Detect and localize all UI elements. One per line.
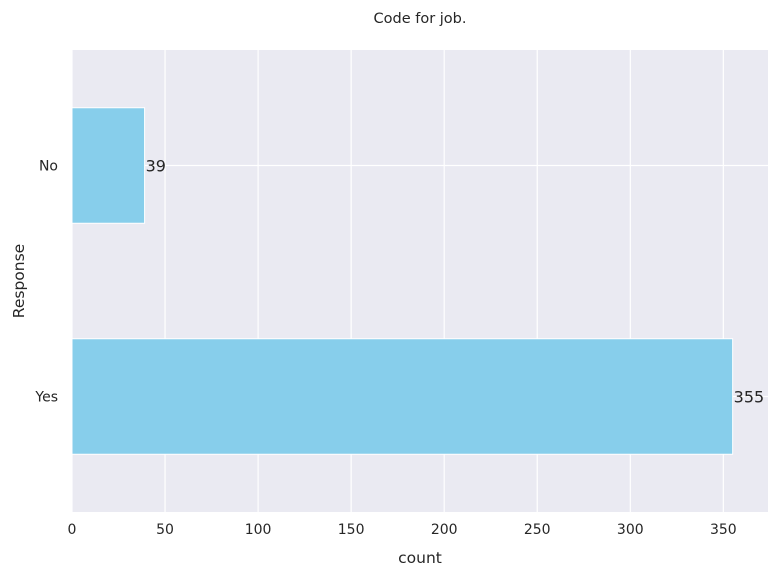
chart-title: Code for job. [374, 11, 467, 27]
x-tick-label: 150 [338, 522, 365, 538]
bars-group [71, 107, 734, 455]
y-tick-label: Yes [34, 390, 58, 406]
data-label-yes: 355 [734, 388, 765, 407]
x-tick-label: 300 [617, 522, 644, 538]
y-tick-label: No [39, 159, 58, 175]
y-axis-ticks: No Yes [34, 159, 58, 406]
x-axis-label: count [398, 549, 442, 567]
x-tick-label: 200 [431, 522, 458, 538]
data-label-no: 39 [146, 157, 166, 176]
x-tick-label: 50 [156, 522, 174, 538]
data-labels: 39 355 [146, 157, 765, 407]
bar-yes [71, 338, 734, 455]
bar-no [71, 107, 146, 224]
x-tick-label: 350 [710, 522, 737, 538]
x-tick-label: 0 [68, 522, 77, 538]
x-tick-label: 100 [245, 522, 272, 538]
x-tick-label: 250 [524, 522, 551, 538]
x-axis-ticks: 0 50 100 150 200 250 300 350 [68, 522, 737, 538]
y-axis-label: Response [10, 244, 28, 318]
